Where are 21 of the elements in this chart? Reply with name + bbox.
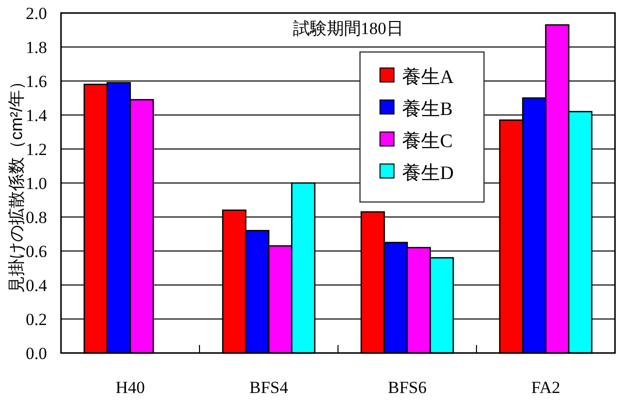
legend-label: 養生C (402, 131, 453, 152)
x-tick-label: BFS4 (249, 378, 289, 397)
y-tick-label: 0.8 (26, 208, 47, 227)
y-tick-label: 0.0 (26, 344, 47, 363)
annotation: 試験期間180日 (292, 19, 404, 38)
legend-label: 養生A (402, 67, 454, 88)
x-tick-label: H40 (116, 378, 145, 397)
y-tick-label: 1.8 (26, 38, 47, 57)
legend-label: 養生D (402, 163, 454, 184)
y-axis-title: 見掛けの拡散係数（cm²/年） (7, 72, 26, 294)
y-tick-label: 1.4 (26, 106, 48, 125)
x-tick-label: FA2 (531, 378, 560, 397)
x-tick-label: BFS6 (388, 378, 427, 397)
legend-label: 養生B (402, 99, 453, 120)
y-tick-label: 0.6 (26, 242, 47, 261)
y-tick-label: 0.2 (26, 310, 47, 329)
y-tick-label: 1.6 (26, 72, 47, 91)
y-tick-label: 1.2 (26, 140, 47, 159)
y-tick-label: 2.0 (26, 4, 47, 23)
y-tick-label: 1.0 (26, 174, 47, 193)
y-tick-label: 0.4 (26, 276, 48, 295)
